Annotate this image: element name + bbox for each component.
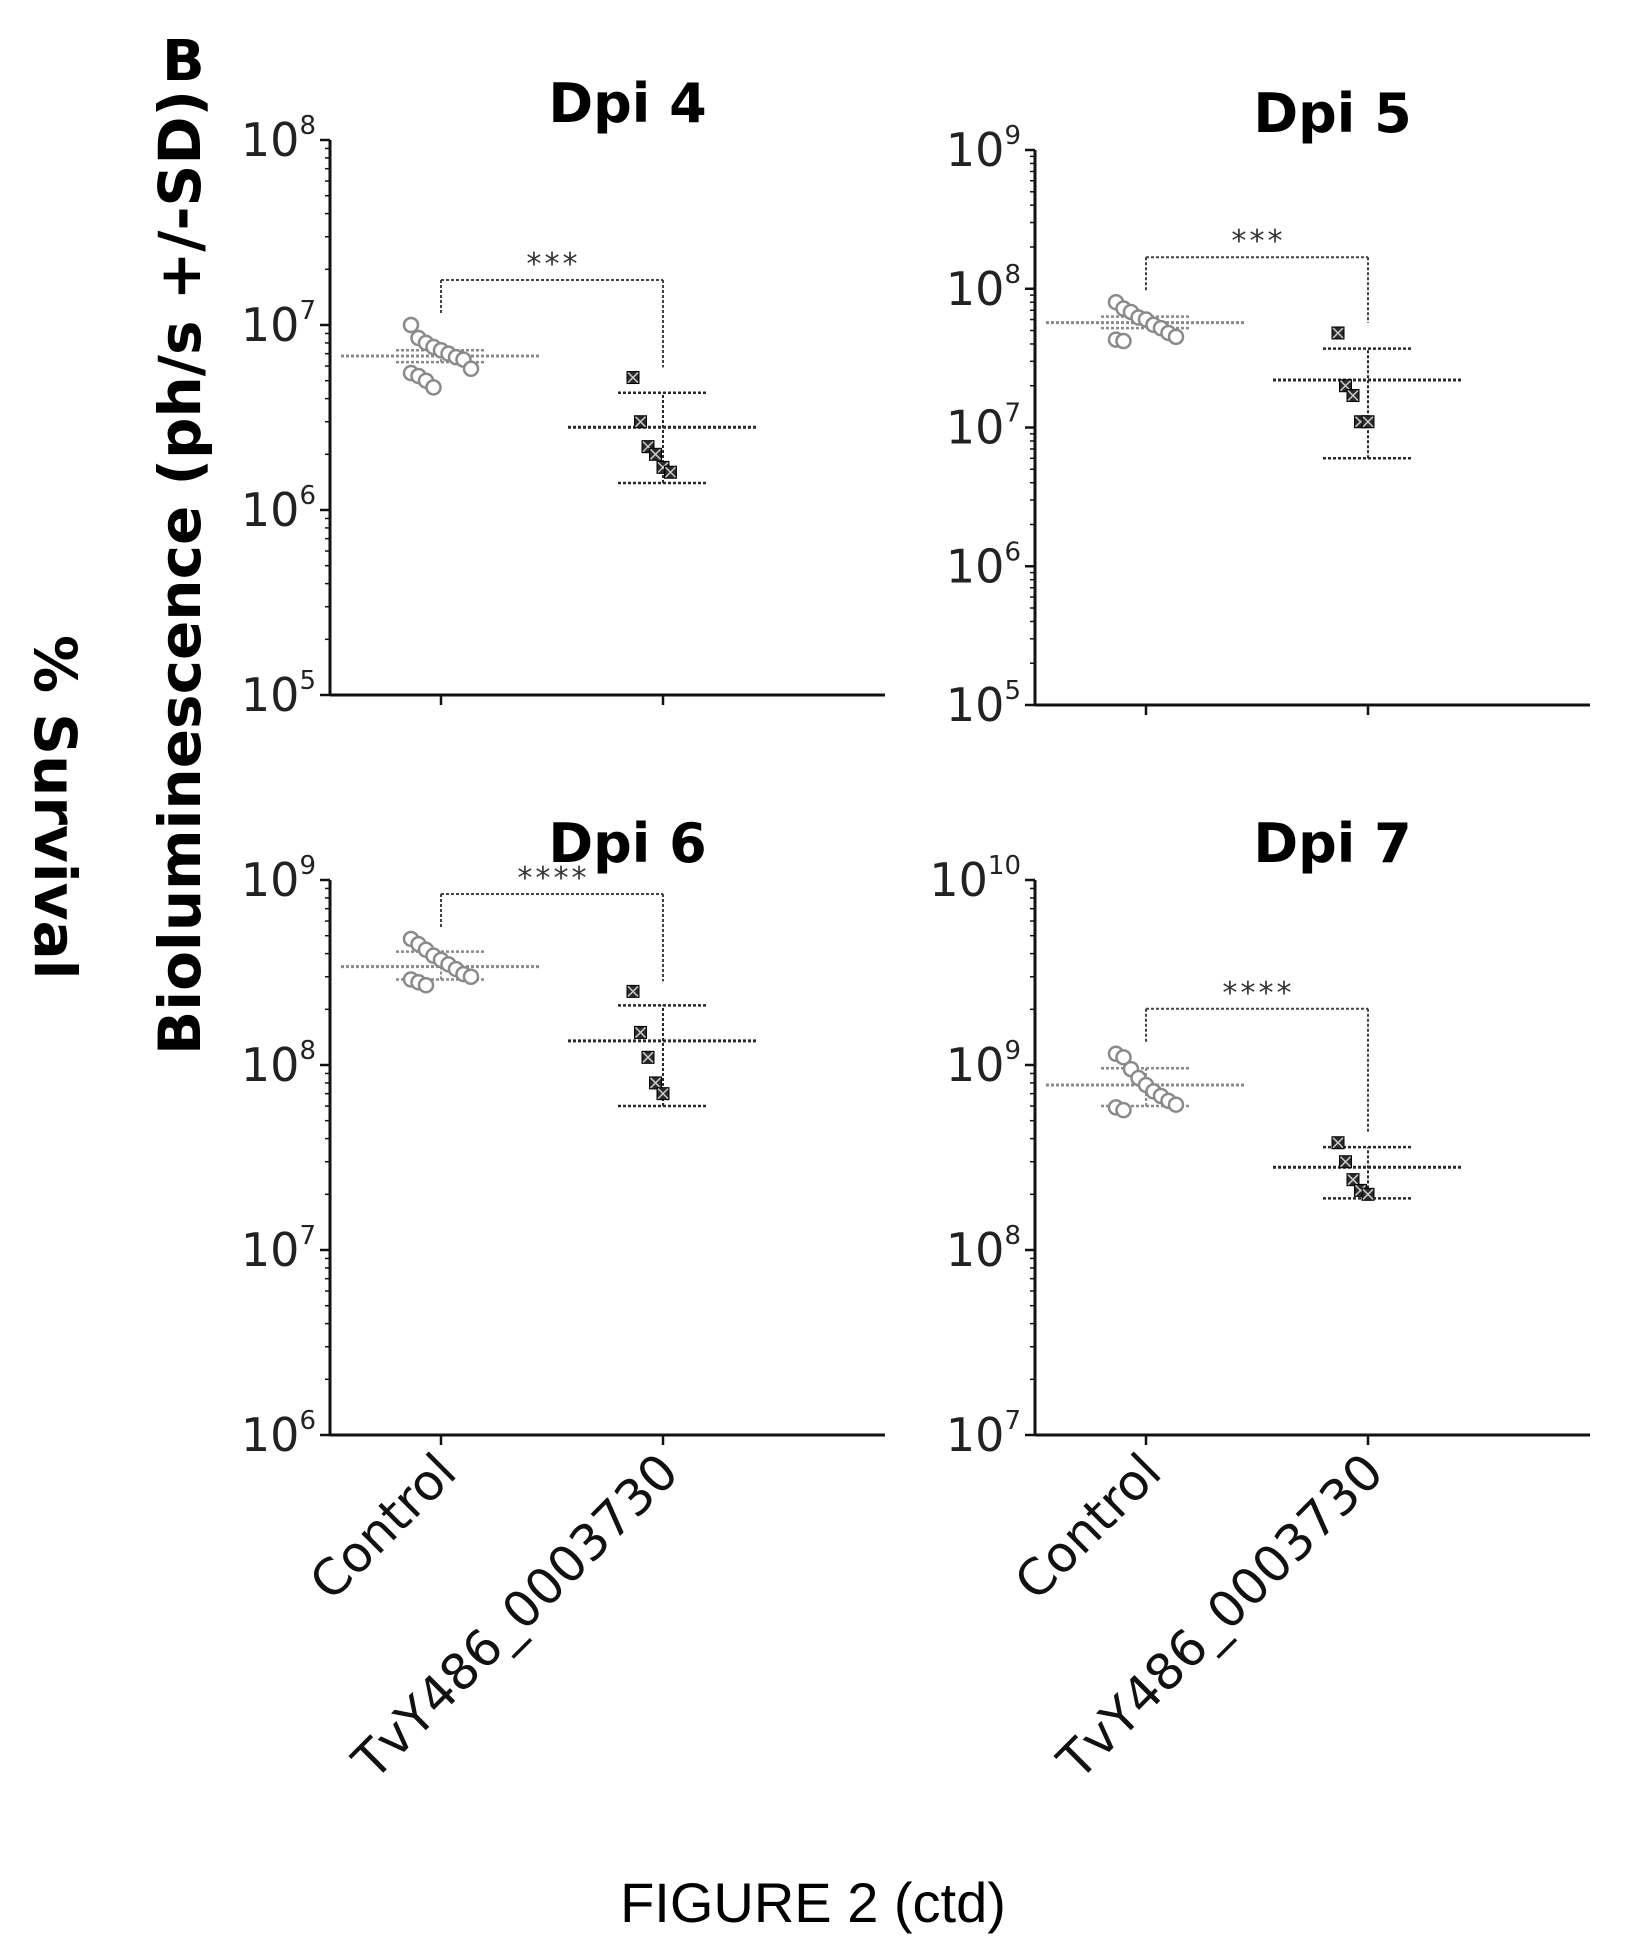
data-point-hatch — [1347, 389, 1359, 402]
data-point-control — [462, 968, 480, 985]
data-point-hatch — [1362, 1188, 1374, 1200]
x-category-label: Control — [299, 1442, 468, 1611]
y-tick-exponent: 7 — [299, 1221, 316, 1251]
x-category-label: Control — [1004, 1442, 1173, 1611]
y-tick-exponent: 8 — [299, 111, 316, 141]
y-tick-exponent: 8 — [1004, 1221, 1021, 1251]
data-point-hatch — [1354, 1184, 1367, 1196]
data-point-hatch — [642, 441, 654, 453]
y-tick-exponent: 9 — [1004, 1036, 1021, 1066]
data-point-hatch — [1347, 1174, 1359, 1186]
y-tick-label: 1010 — [929, 851, 1021, 907]
data-point-hatch — [649, 448, 662, 460]
y-tick-label: 109 — [946, 121, 1021, 177]
data-point-control — [1115, 332, 1132, 350]
data-point-control — [402, 316, 420, 334]
significance-label: *** — [1230, 224, 1284, 259]
figure-caption: FIGURE 2 (ctd) — [620, 1871, 1006, 1934]
data-point-control — [1115, 1101, 1132, 1119]
data-point-hatch — [664, 466, 677, 478]
chart-title: Dpi 6 — [548, 812, 706, 875]
data-point-hatch — [627, 985, 639, 997]
significance-label: **** — [1221, 976, 1293, 1011]
data-point-control — [1167, 1096, 1185, 1113]
y-tick-label: 107 — [241, 1221, 316, 1277]
y-tick-label: 108 — [946, 1221, 1021, 1277]
y-tick-label: 105 — [946, 676, 1021, 732]
y-tick-exponent: 8 — [1004, 260, 1021, 290]
data-point-control — [417, 976, 435, 994]
y-tick-exponent: 5 — [1004, 676, 1021, 706]
y-tick-exponent: 5 — [299, 666, 316, 696]
data-point-hatch — [657, 461, 669, 473]
y-tick-label: 108 — [241, 111, 316, 167]
data-point-control — [1167, 328, 1185, 346]
y-tick-exponent: 7 — [299, 296, 316, 326]
y-tick-label: 108 — [241, 1036, 316, 1092]
data-point-hatch — [642, 1051, 654, 1063]
y-tick-label: 109 — [946, 1036, 1021, 1092]
data-point-hatch — [1339, 380, 1352, 392]
y-tick-exponent: 9 — [299, 851, 316, 881]
chart-panel-1: Dpi 4 105 106 107 108 *** — [241, 72, 885, 722]
y-tick-exponent: 6 — [1004, 537, 1021, 567]
panel-label: B — [162, 29, 205, 94]
chart-title: Dpi 5 — [1253, 82, 1411, 145]
data-point-hatch — [627, 372, 639, 384]
y-axis-label: Bioluminescence (ph/s +/-SD) — [146, 90, 214, 1055]
y-tick-label: 106 — [241, 481, 316, 537]
y-tick-label: 106 — [946, 537, 1021, 593]
y-tick-exponent: 7 — [1004, 399, 1021, 429]
y-tick-label: 107 — [946, 399, 1021, 455]
data-point-hatch — [634, 1026, 647, 1038]
y-tick-exponent: 10 — [988, 851, 1021, 881]
y-tick-label: 105 — [241, 666, 316, 722]
significance-label: *** — [525, 247, 579, 282]
chart-panel-3: Dpi 6106107108109ControlTvY486_0003730**… — [241, 812, 885, 1791]
significance-label: **** — [516, 861, 588, 896]
y-tick-exponent: 6 — [299, 1406, 316, 1436]
chart-title: Dpi 7 — [1253, 812, 1411, 875]
data-point-hatch — [1332, 1137, 1344, 1149]
y-tick-label: 109 — [241, 851, 316, 907]
data-point-hatch — [1339, 1156, 1352, 1168]
data-point-control — [1115, 1049, 1132, 1066]
data-point-hatch — [1362, 416, 1374, 428]
y-tick-exponent: 8 — [299, 1036, 316, 1066]
y-tick-exponent: 6 — [299, 481, 316, 511]
chart-panel-2: Dpi 5 105 106 107 108 109 *** — [946, 82, 1590, 732]
data-point-hatch — [657, 1088, 669, 1100]
data-point-hatch — [634, 416, 647, 428]
y-tick-exponent: 7 — [1004, 1406, 1021, 1436]
y-tick-label: 108 — [946, 260, 1021, 316]
chart-panel-4: Dpi 71071081091010ControlTvY486_0003730*… — [929, 812, 1590, 1791]
y-tick-label: 106 — [241, 1406, 316, 1462]
y-tick-exponent: 9 — [1004, 121, 1021, 151]
survival-label-rotated: % Survival — [21, 635, 89, 980]
data-point-control — [425, 379, 442, 396]
chart-title: Dpi 4 — [548, 72, 706, 135]
data-point-hatch — [649, 1077, 662, 1089]
y-tick-label: 107 — [241, 296, 316, 352]
data-point-hatch — [1332, 327, 1344, 339]
y-tick-label: 107 — [946, 1406, 1021, 1462]
data-point-control — [462, 360, 480, 378]
